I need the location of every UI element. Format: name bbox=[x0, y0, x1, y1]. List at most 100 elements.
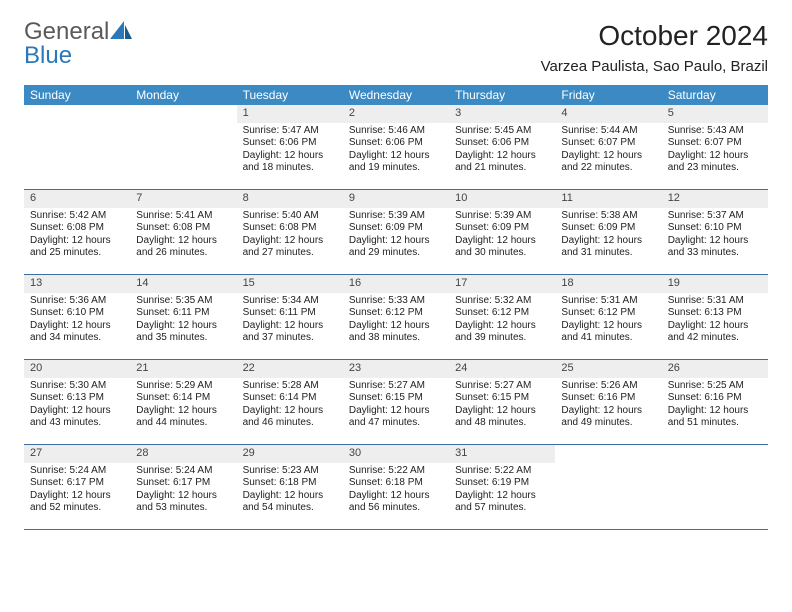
sunrise-line: Sunrise: 5:24 AM bbox=[30, 465, 124, 478]
daylight-line: Daylight: 12 hours and 26 minutes. bbox=[136, 235, 230, 260]
day-number: 14 bbox=[130, 275, 236, 293]
day-cell: 23Sunrise: 5:27 AMSunset: 6:15 PMDayligh… bbox=[343, 360, 449, 444]
sunrise-line: Sunrise: 5:40 AM bbox=[243, 210, 337, 223]
days-of-week-row: SundayMondayTuesdayWednesdayThursdayFrid… bbox=[24, 85, 768, 105]
day-cell: 12Sunrise: 5:37 AMSunset: 6:10 PMDayligh… bbox=[662, 190, 768, 274]
week-row: 13Sunrise: 5:36 AMSunset: 6:10 PMDayligh… bbox=[24, 275, 768, 360]
day-number: 11 bbox=[555, 190, 661, 208]
day-cell: 10Sunrise: 5:39 AMSunset: 6:09 PMDayligh… bbox=[449, 190, 555, 274]
sunset-line: Sunset: 6:06 PM bbox=[349, 137, 443, 150]
day-body: Sunrise: 5:29 AMSunset: 6:14 PMDaylight:… bbox=[130, 378, 236, 434]
day-cell: 4Sunrise: 5:44 AMSunset: 6:07 PMDaylight… bbox=[555, 105, 661, 189]
day-body: Sunrise: 5:34 AMSunset: 6:11 PMDaylight:… bbox=[237, 293, 343, 349]
day-body: Sunrise: 5:26 AMSunset: 6:16 PMDaylight:… bbox=[555, 378, 661, 434]
sunrise-line: Sunrise: 5:33 AM bbox=[349, 295, 443, 308]
daylight-line: Daylight: 12 hours and 29 minutes. bbox=[349, 235, 443, 260]
day-cell: 31Sunrise: 5:22 AMSunset: 6:19 PMDayligh… bbox=[449, 445, 555, 529]
daylight-line: Daylight: 12 hours and 43 minutes. bbox=[30, 405, 124, 430]
daylight-line: Daylight: 12 hours and 18 minutes. bbox=[243, 150, 337, 175]
day-cell: 2Sunrise: 5:46 AMSunset: 6:06 PMDaylight… bbox=[343, 105, 449, 189]
daylight-line: Daylight: 12 hours and 38 minutes. bbox=[349, 320, 443, 345]
day-body: Sunrise: 5:32 AMSunset: 6:12 PMDaylight:… bbox=[449, 293, 555, 349]
weeks-container: ..1Sunrise: 5:47 AMSunset: 6:06 PMDaylig… bbox=[24, 105, 768, 530]
location-label: Varzea Paulista, Sao Paulo, Brazil bbox=[541, 58, 768, 75]
sunset-line: Sunset: 6:13 PM bbox=[30, 392, 124, 405]
day-number: 30 bbox=[343, 445, 449, 463]
daylight-line: Daylight: 12 hours and 51 minutes. bbox=[668, 405, 762, 430]
day-body: Sunrise: 5:44 AMSunset: 6:07 PMDaylight:… bbox=[555, 123, 661, 179]
day-cell: 14Sunrise: 5:35 AMSunset: 6:11 PMDayligh… bbox=[130, 275, 236, 359]
sunrise-line: Sunrise: 5:27 AM bbox=[349, 380, 443, 393]
daylight-line: Daylight: 12 hours and 27 minutes. bbox=[243, 235, 337, 260]
day-number: 28 bbox=[130, 445, 236, 463]
day-cell: 6Sunrise: 5:42 AMSunset: 6:08 PMDaylight… bbox=[24, 190, 130, 274]
sunset-line: Sunset: 6:08 PM bbox=[30, 222, 124, 235]
calendar-grid: SundayMondayTuesdayWednesdayThursdayFrid… bbox=[24, 85, 768, 530]
day-cell: 21Sunrise: 5:29 AMSunset: 6:14 PMDayligh… bbox=[130, 360, 236, 444]
day-cell: . bbox=[24, 105, 130, 189]
day-body: Sunrise: 5:24 AMSunset: 6:17 PMDaylight:… bbox=[24, 463, 130, 519]
sunrise-line: Sunrise: 5:37 AM bbox=[668, 210, 762, 223]
day-cell: 29Sunrise: 5:23 AMSunset: 6:18 PMDayligh… bbox=[237, 445, 343, 529]
daylight-line: Daylight: 12 hours and 31 minutes. bbox=[561, 235, 655, 260]
sunrise-line: Sunrise: 5:39 AM bbox=[455, 210, 549, 223]
sunset-line: Sunset: 6:14 PM bbox=[243, 392, 337, 405]
daylight-line: Daylight: 12 hours and 41 minutes. bbox=[561, 320, 655, 345]
header: GeneralBlue October 2024 Varzea Paulista… bbox=[24, 20, 768, 75]
sunrise-line: Sunrise: 5:31 AM bbox=[668, 295, 762, 308]
day-body: Sunrise: 5:38 AMSunset: 6:09 PMDaylight:… bbox=[555, 208, 661, 264]
sunrise-line: Sunrise: 5:26 AM bbox=[561, 380, 655, 393]
sunset-line: Sunset: 6:07 PM bbox=[668, 137, 762, 150]
sunset-line: Sunset: 6:14 PM bbox=[136, 392, 230, 405]
day-number: 1 bbox=[237, 105, 343, 123]
sunset-line: Sunset: 6:13 PM bbox=[668, 307, 762, 320]
week-row: ..1Sunrise: 5:47 AMSunset: 6:06 PMDaylig… bbox=[24, 105, 768, 190]
daylight-line: Daylight: 12 hours and 37 minutes. bbox=[243, 320, 337, 345]
day-number: 9 bbox=[343, 190, 449, 208]
day-body: Sunrise: 5:31 AMSunset: 6:13 PMDaylight:… bbox=[662, 293, 768, 349]
day-body: Sunrise: 5:42 AMSunset: 6:08 PMDaylight:… bbox=[24, 208, 130, 264]
day-body: Sunrise: 5:30 AMSunset: 6:13 PMDaylight:… bbox=[24, 378, 130, 434]
day-cell: 9Sunrise: 5:39 AMSunset: 6:09 PMDaylight… bbox=[343, 190, 449, 274]
day-cell: . bbox=[130, 105, 236, 189]
day-of-week-header: Tuesday bbox=[237, 85, 343, 105]
day-cell: 30Sunrise: 5:22 AMSunset: 6:18 PMDayligh… bbox=[343, 445, 449, 529]
day-number: 17 bbox=[449, 275, 555, 293]
day-cell: 7Sunrise: 5:41 AMSunset: 6:08 PMDaylight… bbox=[130, 190, 236, 274]
day-number: 18 bbox=[555, 275, 661, 293]
sunset-line: Sunset: 6:18 PM bbox=[243, 477, 337, 490]
sunrise-line: Sunrise: 5:43 AM bbox=[668, 125, 762, 138]
day-number: 22 bbox=[237, 360, 343, 378]
sunset-line: Sunset: 6:06 PM bbox=[455, 137, 549, 150]
day-cell: 15Sunrise: 5:34 AMSunset: 6:11 PMDayligh… bbox=[237, 275, 343, 359]
day-body: Sunrise: 5:35 AMSunset: 6:11 PMDaylight:… bbox=[130, 293, 236, 349]
sunset-line: Sunset: 6:09 PM bbox=[455, 222, 549, 235]
sunrise-line: Sunrise: 5:42 AM bbox=[30, 210, 124, 223]
sunrise-line: Sunrise: 5:39 AM bbox=[349, 210, 443, 223]
daylight-line: Daylight: 12 hours and 49 minutes. bbox=[561, 405, 655, 430]
daylight-line: Daylight: 12 hours and 48 minutes. bbox=[455, 405, 549, 430]
brand-part1: General bbox=[24, 18, 109, 45]
sunrise-line: Sunrise: 5:44 AM bbox=[561, 125, 655, 138]
day-cell: 18Sunrise: 5:31 AMSunset: 6:12 PMDayligh… bbox=[555, 275, 661, 359]
sunrise-line: Sunrise: 5:27 AM bbox=[455, 380, 549, 393]
daylight-line: Daylight: 12 hours and 53 minutes. bbox=[136, 490, 230, 515]
day-number: 29 bbox=[237, 445, 343, 463]
sunrise-line: Sunrise: 5:35 AM bbox=[136, 295, 230, 308]
sunrise-line: Sunrise: 5:23 AM bbox=[243, 465, 337, 478]
day-number: 27 bbox=[24, 445, 130, 463]
day-number: 5 bbox=[662, 105, 768, 123]
day-body: Sunrise: 5:41 AMSunset: 6:08 PMDaylight:… bbox=[130, 208, 236, 264]
day-of-week-header: Wednesday bbox=[343, 85, 449, 105]
sunrise-line: Sunrise: 5:24 AM bbox=[136, 465, 230, 478]
sunrise-line: Sunrise: 5:41 AM bbox=[136, 210, 230, 223]
daylight-line: Daylight: 12 hours and 25 minutes. bbox=[30, 235, 124, 260]
day-of-week-header: Friday bbox=[555, 85, 661, 105]
day-body: Sunrise: 5:27 AMSunset: 6:15 PMDaylight:… bbox=[449, 378, 555, 434]
day-body: Sunrise: 5:36 AMSunset: 6:10 PMDaylight:… bbox=[24, 293, 130, 349]
sunset-line: Sunset: 6:06 PM bbox=[243, 137, 337, 150]
day-cell: . bbox=[662, 445, 768, 529]
day-cell: 17Sunrise: 5:32 AMSunset: 6:12 PMDayligh… bbox=[449, 275, 555, 359]
day-number: 2 bbox=[343, 105, 449, 123]
daylight-line: Daylight: 12 hours and 39 minutes. bbox=[455, 320, 549, 345]
